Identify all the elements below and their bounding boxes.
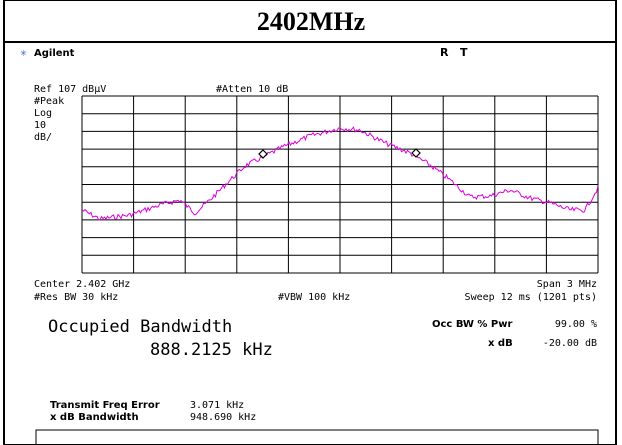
xdb-value: -20.00 dB xyxy=(543,338,597,349)
title: 2402MHz xyxy=(257,7,365,36)
ref: Ref 107 dBµV xyxy=(34,84,106,95)
markers xyxy=(258,148,421,159)
sweep: Sweep 12 ms (1201 pts) xyxy=(465,292,597,303)
xdb-label: x dB xyxy=(488,338,513,349)
rbw: #Res BW 30 kHz xyxy=(34,292,118,303)
graticule xyxy=(81,95,599,274)
center: Center 2.402 GHz xyxy=(34,279,130,290)
status: R T xyxy=(440,46,468,59)
scale: Log xyxy=(34,108,52,119)
occ-label: Occ BW % Pwr xyxy=(432,319,512,330)
brand: Agilent xyxy=(34,48,75,59)
xbw-value: 948.690 kHz xyxy=(190,412,256,423)
result-label: Occupied Bandwidth xyxy=(48,317,232,337)
tfe-label: Transmit Freq Error xyxy=(50,400,160,411)
result-value: 888.2125 kHz xyxy=(150,340,273,360)
atten: #Atten 10 dB xyxy=(216,84,288,95)
span: Span 3 MHz xyxy=(537,279,597,290)
tfe-value: 3.071 kHz xyxy=(190,400,244,411)
detector: #Peak xyxy=(34,96,64,107)
logo-icon: ✳ xyxy=(20,46,27,59)
occ-value: 99.00 % xyxy=(555,319,597,330)
frame xyxy=(3,0,617,445)
trace xyxy=(81,126,599,221)
scale: 10 xyxy=(34,120,46,131)
vbw: #VBW 100 kHz xyxy=(278,292,350,303)
message-box xyxy=(35,429,599,445)
xbw-label: x dB Bandwidth xyxy=(50,412,139,423)
scale: dB/ xyxy=(34,132,52,143)
